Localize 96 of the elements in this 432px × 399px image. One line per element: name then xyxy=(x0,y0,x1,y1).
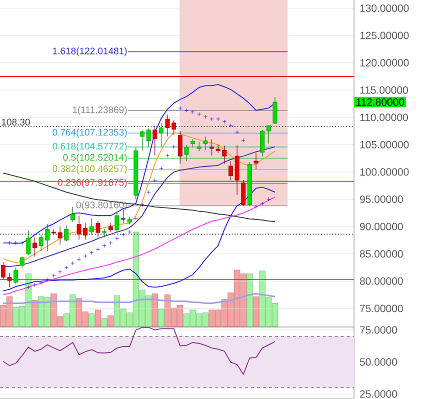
candlestick xyxy=(121,208,126,224)
point xyxy=(260,202,264,206)
y-tick-label: 130.00000 xyxy=(360,4,409,12)
point xyxy=(184,108,188,112)
candlestick xyxy=(178,130,182,164)
candlestick xyxy=(254,152,258,170)
ref-line-label: 0.382(100.46257) xyxy=(52,165,127,174)
bar xyxy=(88,314,95,328)
point xyxy=(178,106,182,110)
point xyxy=(235,130,240,134)
candlestick xyxy=(260,130,265,157)
point xyxy=(90,250,94,255)
candlestick xyxy=(70,206,75,222)
candlestick xyxy=(26,230,31,256)
point xyxy=(108,240,113,245)
point xyxy=(190,110,195,114)
ref-line-label: 1(111.23869) xyxy=(72,106,127,116)
y-tick-label: 90.00000 xyxy=(360,222,403,230)
point xyxy=(146,190,151,194)
ref-line-label: 0.618(104.57772) xyxy=(52,142,127,152)
y-tick-label: 115.00000 xyxy=(360,86,408,94)
bar xyxy=(108,315,114,328)
y-tick-label: 110.00000 xyxy=(360,114,408,122)
candlestick xyxy=(272,96,278,124)
y-tick-label: 85.00000 xyxy=(360,250,403,258)
candlestick xyxy=(114,210,120,234)
candlestick xyxy=(89,218,94,236)
candlestick xyxy=(152,125,158,156)
bar xyxy=(158,308,164,328)
y-tick-label: 120.00000 xyxy=(360,59,409,66)
candlestick xyxy=(20,256,24,268)
point xyxy=(172,144,176,149)
point xyxy=(83,254,88,258)
point xyxy=(216,117,220,122)
point xyxy=(121,232,126,237)
point xyxy=(32,282,37,287)
point xyxy=(152,178,157,182)
bar xyxy=(152,294,158,328)
point xyxy=(102,244,106,248)
point xyxy=(45,278,50,282)
point xyxy=(159,166,164,171)
bar xyxy=(101,318,108,328)
ref-line-label: 0(93.80160) xyxy=(76,201,127,210)
ref-line-label: 0.236(97.91675) xyxy=(58,178,127,188)
point xyxy=(241,138,246,142)
point xyxy=(77,257,82,262)
point xyxy=(134,216,138,220)
y-tick-label: 125.00000 xyxy=(360,32,409,40)
candlestick xyxy=(158,122,164,148)
point xyxy=(222,120,226,124)
point xyxy=(20,240,24,245)
point xyxy=(14,240,18,245)
point xyxy=(128,230,132,234)
point xyxy=(96,247,100,252)
candlestick xyxy=(241,180,246,206)
y-tick-label: 75.0000 xyxy=(360,326,398,334)
candlestick xyxy=(184,144,189,162)
point xyxy=(26,285,30,290)
y-tick-label: 105.00000 xyxy=(360,140,409,148)
candlestick xyxy=(203,136,208,150)
bar xyxy=(252,296,260,328)
candlestick xyxy=(64,225,69,242)
point xyxy=(64,265,68,270)
point xyxy=(228,124,233,128)
text: 112.80000 xyxy=(356,98,404,106)
candlestick xyxy=(32,237,37,257)
candlestick xyxy=(14,267,18,284)
point xyxy=(58,270,62,274)
point xyxy=(166,154,170,158)
ref-line-label: 108.30 xyxy=(2,118,30,126)
ref-line-label: 1.618(122.01481) xyxy=(53,47,127,56)
candlestick xyxy=(96,220,100,238)
point xyxy=(203,114,208,119)
bar xyxy=(246,274,253,328)
y-tick-label: 100.00000 xyxy=(360,168,409,176)
ref-line-label: 0.5(102.52014) xyxy=(63,154,127,163)
point xyxy=(114,236,119,241)
point xyxy=(140,202,144,207)
candlestick xyxy=(196,142,202,152)
point xyxy=(70,261,75,266)
point xyxy=(39,280,44,285)
point xyxy=(254,204,258,209)
bar xyxy=(32,300,38,328)
point xyxy=(7,240,12,245)
y-tick-label: 80.00000 xyxy=(360,277,403,285)
y-tick-label: 25.0000 xyxy=(360,390,398,398)
ref-line-label: 0.764(107.12353) xyxy=(52,128,127,138)
y-tick-label: 95.00000 xyxy=(360,196,403,203)
point xyxy=(266,197,271,202)
y-tick-label: 50.0000 xyxy=(360,358,398,366)
candlestick xyxy=(266,125,271,144)
point xyxy=(52,274,56,278)
y-tick-label: 75.00000 xyxy=(360,304,403,312)
point xyxy=(197,112,202,116)
point xyxy=(210,117,214,122)
bar xyxy=(94,310,102,328)
